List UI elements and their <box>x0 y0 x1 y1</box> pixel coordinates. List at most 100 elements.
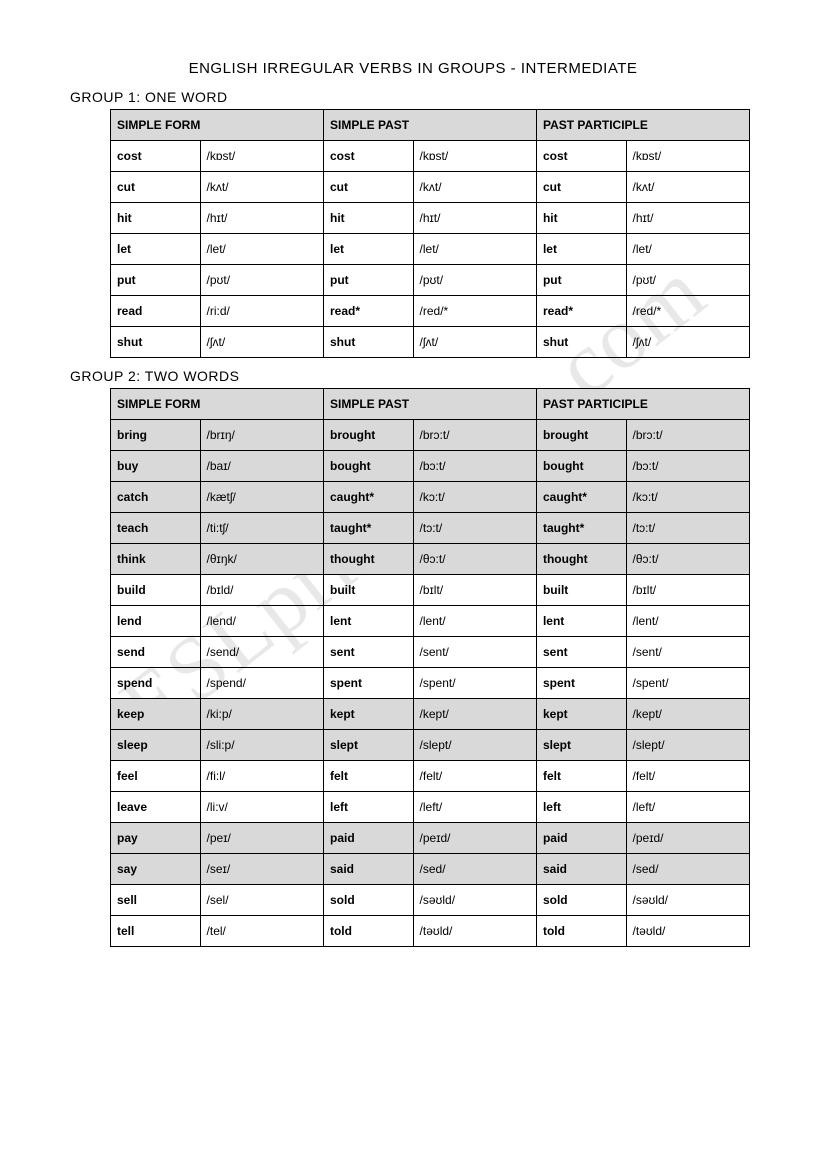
cell-simple-form-ipa: /let/ <box>200 234 323 265</box>
cell-simple-past-ipa: /red/* <box>413 296 536 327</box>
cell-simple-past: cut <box>323 172 413 203</box>
header-past-participle: PAST PARTICIPLE <box>536 389 749 420</box>
table-row: send/send/sent/sent/sent/sent/ <box>111 637 750 668</box>
cell-past-participle: brought <box>536 420 626 451</box>
cell-past-participle-ipa: /hɪt/ <box>626 203 749 234</box>
cell-simple-past-ipa: /sent/ <box>413 637 536 668</box>
cell-past-participle-ipa: /kɒst/ <box>626 141 749 172</box>
cell-simple-past: bought <box>323 451 413 482</box>
cell-simple-past: sold <box>323 885 413 916</box>
cell-simple-form: tell <box>111 916 201 947</box>
cell-simple-past: paid <box>323 823 413 854</box>
cell-past-participle: sold <box>536 885 626 916</box>
page-title: ENGLISH IRREGULAR VERBS IN GROUPS - INTE… <box>70 60 756 77</box>
cell-simple-form-ipa: /ti:tʃ/ <box>200 513 323 544</box>
group1-table: SIMPLE FORM SIMPLE PAST PAST PARTICIPLE … <box>110 109 750 358</box>
cell-past-participle-ipa: /bɔ:t/ <box>626 451 749 482</box>
cell-simple-form: sleep <box>111 730 201 761</box>
cell-simple-past: said <box>323 854 413 885</box>
cell-past-participle: left <box>536 792 626 823</box>
cell-past-participle: caught* <box>536 482 626 513</box>
cell-simple-form: leave <box>111 792 201 823</box>
cell-simple-form-ipa: /ri:d/ <box>200 296 323 327</box>
cell-past-participle: felt <box>536 761 626 792</box>
cell-past-participle-ipa: /lent/ <box>626 606 749 637</box>
cell-simple-form-ipa: /kʌt/ <box>200 172 323 203</box>
cell-past-participle-ipa: /red/* <box>626 296 749 327</box>
cell-simple-past: let <box>323 234 413 265</box>
cell-past-participle: shut <box>536 327 626 358</box>
header-past-participle: PAST PARTICIPLE <box>536 110 749 141</box>
table-row: feel/fi:l/felt/felt/felt/felt/ <box>111 761 750 792</box>
cell-past-participle: put <box>536 265 626 296</box>
cell-simple-past-ipa: /slept/ <box>413 730 536 761</box>
cell-past-participle-ipa: /kɔ:t/ <box>626 482 749 513</box>
cell-simple-form: catch <box>111 482 201 513</box>
cell-past-participle: read* <box>536 296 626 327</box>
cell-past-participle: slept <box>536 730 626 761</box>
group1-title: GROUP 1: ONE WORD <box>70 89 756 105</box>
table-row: buy/baɪ/bought/bɔ:t/bought/bɔ:t/ <box>111 451 750 482</box>
cell-simple-form: lend <box>111 606 201 637</box>
cell-simple-form-ipa: /spend/ <box>200 668 323 699</box>
cell-simple-past-ipa: /brɔ:t/ <box>413 420 536 451</box>
cell-past-participle-ipa: /tɔ:t/ <box>626 513 749 544</box>
cell-past-participle-ipa: /brɔ:t/ <box>626 420 749 451</box>
cell-past-participle: built <box>536 575 626 606</box>
cell-past-participle-ipa: /let/ <box>626 234 749 265</box>
cell-simple-form: cut <box>111 172 201 203</box>
cell-simple-past: left <box>323 792 413 823</box>
cell-simple-past-ipa: /səʊld/ <box>413 885 536 916</box>
cell-simple-past-ipa: /felt/ <box>413 761 536 792</box>
cell-past-participle-ipa: /slept/ <box>626 730 749 761</box>
table-row: lend/lend/lent/lent/lent/lent/ <box>111 606 750 637</box>
cell-simple-form-ipa: /pʊt/ <box>200 265 323 296</box>
table-row: pay/peɪ/paid/peɪd/paid/peɪd/ <box>111 823 750 854</box>
cell-simple-past: put <box>323 265 413 296</box>
cell-simple-past-ipa: /spent/ <box>413 668 536 699</box>
cell-simple-form-ipa: /fi:l/ <box>200 761 323 792</box>
cell-past-participle-ipa: /spent/ <box>626 668 749 699</box>
cell-simple-form: teach <box>111 513 201 544</box>
cell-simple-form-ipa: /baɪ/ <box>200 451 323 482</box>
cell-past-participle: let <box>536 234 626 265</box>
cell-simple-form: buy <box>111 451 201 482</box>
cell-simple-past: caught* <box>323 482 413 513</box>
cell-simple-form: build <box>111 575 201 606</box>
cell-simple-form-ipa: /send/ <box>200 637 323 668</box>
cell-simple-past: told <box>323 916 413 947</box>
cell-simple-form-ipa: /peɪ/ <box>200 823 323 854</box>
cell-past-participle-ipa: /təʊld/ <box>626 916 749 947</box>
cell-simple-form: let <box>111 234 201 265</box>
cell-simple-form: read <box>111 296 201 327</box>
cell-past-participle-ipa: /səʊld/ <box>626 885 749 916</box>
cell-simple-past-ipa: /pʊt/ <box>413 265 536 296</box>
cell-simple-past: sent <box>323 637 413 668</box>
cell-simple-past: slept <box>323 730 413 761</box>
cell-simple-form-ipa: /kɒst/ <box>200 141 323 172</box>
cell-simple-past: kept <box>323 699 413 730</box>
cell-simple-form: put <box>111 265 201 296</box>
table-row: let/let/let/let/let/let/ <box>111 234 750 265</box>
table-row: sleep/sli:p/slept/slept/slept/slept/ <box>111 730 750 761</box>
cell-simple-past-ipa: /bɔ:t/ <box>413 451 536 482</box>
cell-simple-form-ipa: /ʃʌt/ <box>200 327 323 358</box>
cell-simple-form-ipa: /li:v/ <box>200 792 323 823</box>
cell-past-participle-ipa: /kʌt/ <box>626 172 749 203</box>
cell-past-participle-ipa: /felt/ <box>626 761 749 792</box>
header-simple-form: SIMPLE FORM <box>111 110 324 141</box>
cell-past-participle-ipa: /pʊt/ <box>626 265 749 296</box>
cell-simple-past-ipa: /tɔ:t/ <box>413 513 536 544</box>
cell-simple-past: brought <box>323 420 413 451</box>
cell-simple-form: think <box>111 544 201 575</box>
cell-simple-past: taught* <box>323 513 413 544</box>
cell-simple-past-ipa: /ʃʌt/ <box>413 327 536 358</box>
cell-past-participle: said <box>536 854 626 885</box>
cell-simple-past-ipa: /sed/ <box>413 854 536 885</box>
header-simple-past: SIMPLE PAST <box>323 110 536 141</box>
cell-simple-past: lent <box>323 606 413 637</box>
header-simple-past: SIMPLE PAST <box>323 389 536 420</box>
cell-past-participle-ipa: /sed/ <box>626 854 749 885</box>
table-row: keep/ki:p/kept/kept/kept/kept/ <box>111 699 750 730</box>
cell-simple-past-ipa: /hɪt/ <box>413 203 536 234</box>
